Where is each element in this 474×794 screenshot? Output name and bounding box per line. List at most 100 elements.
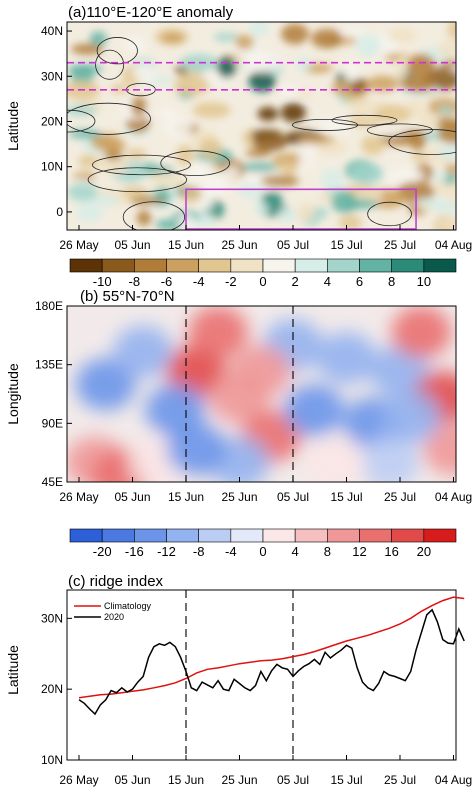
contour-line [292,118,359,131]
panel-b-ytick-label: 90E [42,416,63,430]
panel-c-xtick-label: 15 Jun [168,773,204,787]
panel-b-colorbar-label: 0 [259,544,266,559]
panel-a-ytick-label: 0 [56,205,63,219]
contour-line [366,123,433,138]
panel-a-xtick-label: 26 May [59,238,98,252]
anomaly-cell [72,172,96,182]
panel-a-colorbar-label: 4 [324,274,331,289]
panel-a-colorbar-label: 6 [356,274,363,289]
anomaly-cell [409,129,426,151]
panel-b-ylabel: Longitude [5,363,21,425]
anomaly-cell [199,176,229,197]
panel-b-xtick-label: 25 Jun [221,490,257,504]
anomaly-cell [216,56,237,79]
anomaly-cell [173,74,210,96]
anomaly-cell [383,168,425,183]
panel-a-colorbar-swatch [359,258,392,273]
anomaly-cell [136,210,152,226]
anomaly-cell [388,27,417,45]
contour-line [388,129,456,155]
panel-c-xtick-label: 04 Aug [435,773,472,787]
anomaly-cell [242,162,278,173]
anomaly-cell [89,31,107,46]
anomaly-cell [132,62,157,83]
anomaly-cell [188,306,249,359]
anomaly-cell [186,160,217,176]
panel-b-colorbar-label: 8 [324,544,331,559]
anomaly-cell [296,134,336,145]
panel-c-xtick-label: 25 Jun [221,773,257,787]
panel-b-colorbar-label: -4 [225,544,237,559]
panel-b-colorbar-swatch [391,528,425,543]
anomaly-cell [370,345,430,398]
anomaly-cell [280,102,306,123]
anomaly-cell [423,423,456,476]
anomaly-cell [161,32,184,44]
anomaly-cell [110,84,129,94]
panel-a-colorbar-swatch [134,258,167,273]
panel-a-colorbar-label: -8 [129,274,141,289]
anomaly-cell [242,52,284,73]
anomaly-cell [104,150,123,161]
anomaly-cell [234,34,255,50]
panel-a-ytick-label: 20N [41,114,63,128]
panel-c-ylabel: Latitude [5,645,21,695]
panel-b-colorbar-swatch [69,528,103,543]
anomaly-cell [391,306,452,359]
anomaly-cell [113,325,174,378]
panel-b-heatmap [67,306,456,482]
panel-b-colorbar-label: -20 [93,544,112,559]
panel-a-ytick-label: 10N [41,160,63,174]
anomaly-cell [88,195,121,206]
series-line-climatology [78,596,465,699]
anomaly-cell [252,133,289,151]
panel-b-colorbar-swatch [198,528,232,543]
anomaly-cell [125,148,147,159]
anomaly-cell [437,123,456,144]
contour-line [67,102,151,135]
panel-c-plot-area [66,589,457,761]
anomaly-cell [257,106,279,122]
panel-a-colorbar-swatch [101,258,135,273]
anomaly-cell [297,152,315,169]
panel-a-xtick-label: 15 Jul [330,238,362,252]
panel-a-colorbar-swatch [166,258,199,273]
anomaly-cell [281,23,309,45]
anomaly-cell [166,423,227,476]
anomaly-cell [213,32,240,42]
panel-a-title: (a)110°E-120°E anomaly [68,4,234,21]
panel-b-colorbar-swatch [327,528,360,543]
anomaly-cell [148,172,187,189]
anomaly-cell [321,168,344,190]
contour-line [87,167,188,193]
panel-a-colorbar-label: 10 [417,274,431,289]
anomaly-cell [436,218,456,230]
panel-a-colorbar-swatch [198,258,232,273]
anomaly-cell [349,163,384,184]
anomaly-cell [199,137,222,159]
anomaly-cell [438,105,454,114]
panel-b-colorbar-swatch [230,528,264,543]
panel-b-xtick-label: 05 Jul [277,490,309,504]
panel-b-xtick-label: 15 Jun [168,490,204,504]
highlight-box [185,188,417,230]
panel-b-colorbar-label: 4 [292,544,299,559]
panel-a-colorbar-label: 0 [259,274,266,289]
panel-b-xtick-label: 26 May [59,490,98,504]
anomaly-cell [400,74,436,93]
panel-c-xtick-label: 05 Jul [277,773,309,787]
anomaly-cell [180,185,203,203]
panel-b-colorbar-swatch [134,528,167,543]
panel-b-colorbar-swatch [101,528,135,543]
anomaly-cell [122,185,151,199]
panel-a-colorbar-swatch [230,258,264,273]
panel-a-colorbar-swatch [69,258,103,273]
anomaly-cell [260,175,300,187]
panel-a-heatmap [67,22,456,230]
panel-c-ytick-label: 20N [41,682,63,696]
anomaly-cell [78,154,99,168]
anomaly-cell [436,144,456,161]
panel-a-colorbar-label: -4 [193,274,205,289]
panel-a-colorbar-label: 8 [388,274,395,289]
